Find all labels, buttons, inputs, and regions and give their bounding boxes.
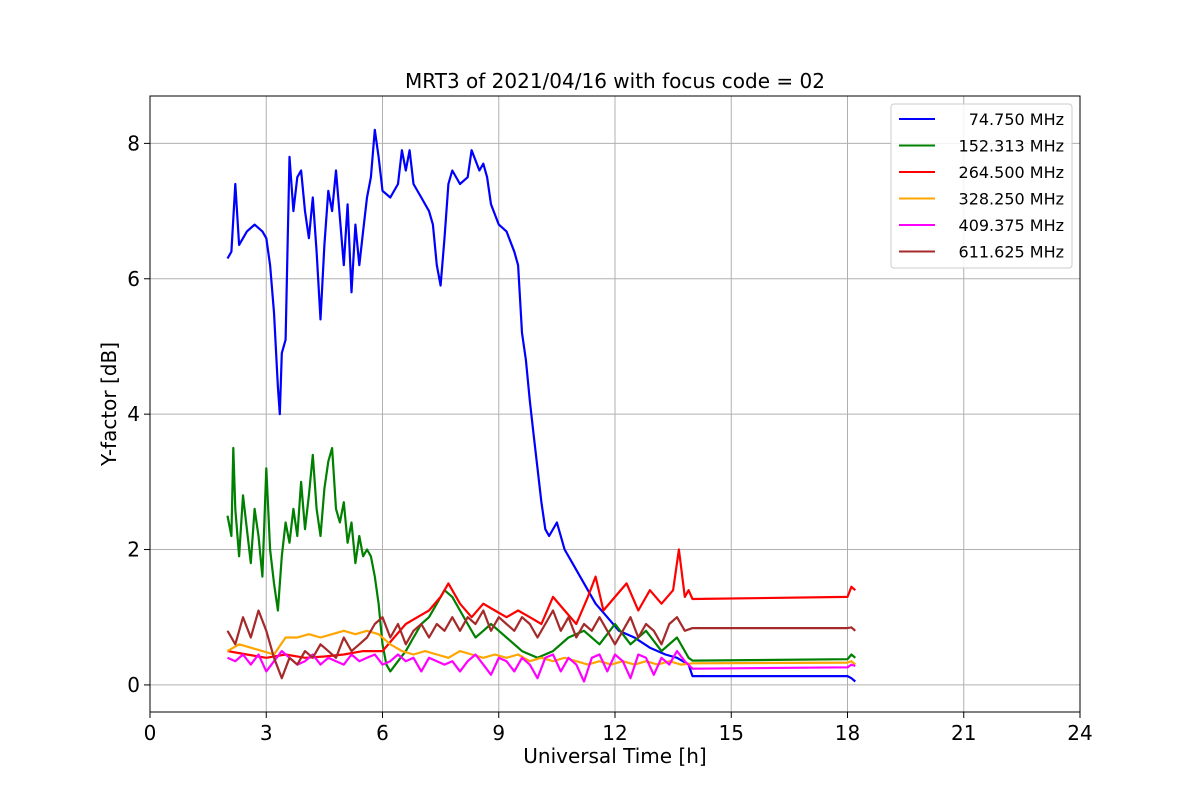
legend-label: 74.750 MHz (969, 110, 1064, 129)
legend-box (890, 103, 1073, 269)
series-line-0 (226, 128, 857, 683)
y-tick-label: 6 (127, 267, 140, 291)
series-line-1 (226, 446, 857, 673)
legend: 74.750 MHz 152.313 MHz 264.500 MHz 328.250 … (890, 103, 1073, 269)
y-tick-label: 4 (127, 402, 140, 426)
legend-label: 328.250 MHz (959, 190, 1064, 209)
x-axis-label: Universal Time [h] (523, 744, 706, 768)
chart-title: MRT3 of 2021/04/16 with focus code = 02 (405, 69, 825, 93)
x-tick-label: 24 (1067, 721, 1092, 745)
series-line-4 (227, 650, 856, 683)
x-tick-label: 6 (376, 721, 389, 745)
x-tick-label: 12 (602, 721, 627, 745)
x-tick-label: 18 (835, 721, 860, 745)
legend-label: 264.500 MHz (959, 163, 1064, 182)
y-tick-label: 8 (127, 131, 140, 155)
legend-label: 611.625 MHz (959, 243, 1064, 262)
y-axis-label: Y-factor [dB] (97, 342, 121, 467)
series-line-5 (226, 609, 857, 680)
series-lines (226, 128, 857, 683)
y-tick-label: 0 (127, 673, 140, 697)
x-tick-label: 9 (492, 721, 505, 745)
y-tick-label: 2 (127, 538, 140, 562)
x-tick-label: 3 (260, 721, 273, 745)
legend-label: 409.375 MHz (959, 216, 1064, 235)
x-tick-label: 21 (951, 721, 976, 745)
series-line-2 (227, 548, 857, 659)
legend-label: 152.313 MHz (959, 137, 1064, 156)
x-tick-label: 0 (144, 721, 157, 745)
x-tick-label: 15 (719, 721, 744, 745)
